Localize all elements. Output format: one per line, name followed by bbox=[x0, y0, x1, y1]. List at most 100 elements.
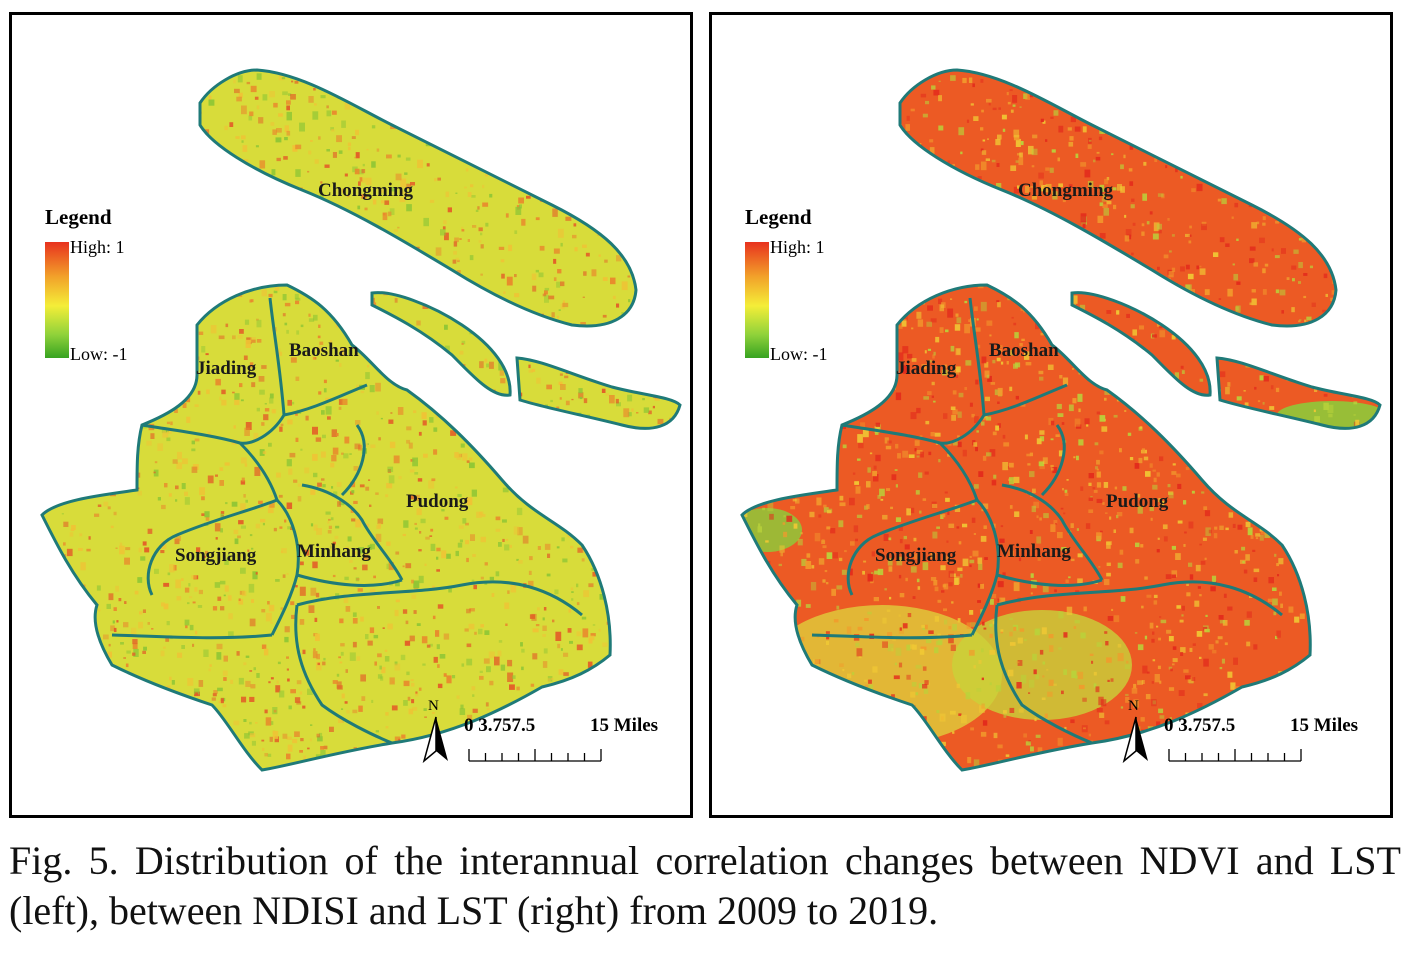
raster-cell bbox=[514, 274, 517, 278]
raster-cell bbox=[44, 91, 49, 98]
raster-cell bbox=[1337, 93, 1341, 97]
raster-cell bbox=[657, 418, 664, 425]
raster-cell bbox=[1156, 625, 1159, 628]
raster-cell bbox=[645, 378, 651, 387]
raster-cell bbox=[560, 384, 566, 390]
raster-cell bbox=[69, 693, 72, 695]
raster-cell bbox=[394, 736, 401, 745]
raster-cell bbox=[1281, 310, 1284, 314]
raster-cell bbox=[1313, 604, 1316, 606]
raster-cell bbox=[568, 609, 572, 613]
raster-cell bbox=[332, 680, 338, 684]
raster-cell bbox=[1101, 198, 1108, 202]
raster-cell bbox=[1349, 761, 1353, 767]
raster-cell bbox=[44, 470, 49, 476]
raster-cell bbox=[1057, 532, 1063, 539]
raster-cell bbox=[326, 105, 329, 109]
raster-cell bbox=[873, 474, 879, 482]
raster-cell bbox=[792, 97, 797, 101]
raster-cell bbox=[958, 713, 962, 716]
raster-cell bbox=[643, 407, 650, 413]
raster-cell bbox=[1088, 473, 1094, 479]
raster-cell bbox=[330, 127, 334, 131]
raster-cell bbox=[469, 462, 475, 469]
raster-cell bbox=[549, 354, 555, 359]
raster-cell bbox=[630, 556, 635, 560]
raster-cell bbox=[902, 623, 908, 629]
raster-cell bbox=[237, 553, 241, 557]
raster-cell bbox=[198, 721, 204, 730]
raster-cell bbox=[778, 486, 783, 493]
raster-cell bbox=[1067, 127, 1072, 131]
raster-cell bbox=[110, 525, 114, 529]
raster-cell bbox=[455, 550, 459, 557]
raster-cell bbox=[103, 501, 109, 507]
raster-cell bbox=[338, 656, 341, 659]
raster-cell bbox=[1029, 530, 1033, 534]
raster-cell bbox=[1289, 350, 1293, 354]
raster-cell bbox=[389, 441, 396, 449]
raster-cell bbox=[848, 214, 853, 218]
raster-cell bbox=[397, 154, 401, 158]
raster-cell bbox=[969, 559, 975, 564]
raster-cell bbox=[999, 538, 1005, 543]
raster-cell bbox=[45, 365, 49, 369]
raster-cell bbox=[1145, 471, 1151, 477]
raster-cell bbox=[1173, 414, 1179, 420]
raster-cell bbox=[779, 594, 785, 599]
raster-cell bbox=[90, 435, 95, 439]
raster-cell bbox=[1009, 707, 1015, 713]
raster-cell bbox=[1293, 439, 1298, 444]
raster-cell bbox=[1203, 693, 1208, 697]
raster-cell bbox=[966, 119, 970, 123]
raster-cell bbox=[347, 83, 352, 89]
raster-cell bbox=[84, 421, 89, 425]
raster-cell bbox=[411, 579, 414, 584]
raster-cell bbox=[742, 75, 748, 82]
raster-cell bbox=[1314, 97, 1319, 102]
raster-cell bbox=[152, 698, 157, 704]
raster-cell bbox=[1135, 542, 1140, 548]
raster-cell bbox=[310, 724, 313, 726]
raster-cell bbox=[861, 128, 867, 133]
raster-cell bbox=[530, 710, 535, 715]
raster-cell bbox=[1044, 347, 1047, 350]
raster-cell bbox=[1230, 339, 1235, 344]
raster-cell bbox=[367, 749, 370, 752]
raster-cell bbox=[760, 149, 764, 153]
raster-cell bbox=[508, 432, 515, 437]
raster-cell bbox=[341, 708, 344, 710]
raster-cell bbox=[1240, 454, 1246, 462]
raster-cell bbox=[937, 754, 941, 759]
raster-cell bbox=[91, 405, 98, 412]
raster-cell bbox=[1156, 549, 1160, 553]
raster-cell bbox=[154, 568, 159, 574]
raster-cell bbox=[144, 547, 150, 553]
raster-cell bbox=[853, 525, 859, 533]
raster-cell bbox=[537, 155, 542, 160]
raster-cell bbox=[1006, 361, 1009, 365]
raster-cell bbox=[1034, 629, 1040, 636]
raster-cell bbox=[581, 214, 585, 218]
raster-cell bbox=[188, 240, 194, 245]
raster-cell bbox=[142, 609, 146, 613]
raster-cell bbox=[583, 347, 586, 349]
raster-cell bbox=[1351, 87, 1354, 90]
raster-cell bbox=[1299, 440, 1306, 445]
raster-cell bbox=[64, 703, 67, 705]
raster-cell bbox=[1282, 368, 1286, 371]
raster-cell bbox=[986, 452, 992, 457]
raster-cell bbox=[1180, 647, 1186, 653]
raster-cell bbox=[300, 448, 303, 451]
raster-cell bbox=[1104, 389, 1110, 395]
raster-cell bbox=[496, 105, 499, 109]
raster-cell bbox=[302, 649, 306, 655]
raster-cell bbox=[1222, 620, 1228, 626]
raster-cell bbox=[1354, 547, 1360, 552]
raster-cell bbox=[914, 553, 920, 560]
raster-cell bbox=[479, 675, 484, 680]
raster-cell bbox=[100, 305, 104, 310]
raster-cell bbox=[434, 178, 437, 182]
raster-cell bbox=[1197, 586, 1201, 589]
raster-cell bbox=[779, 545, 785, 553]
